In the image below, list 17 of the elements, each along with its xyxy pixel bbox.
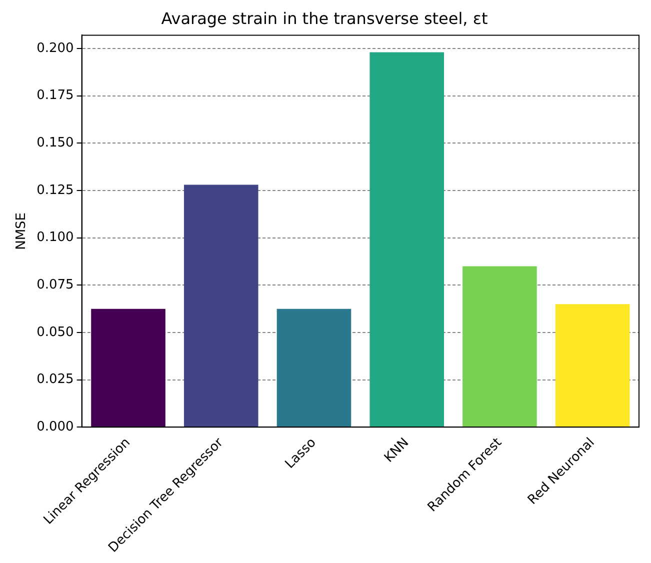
bar xyxy=(91,308,166,427)
y-tick-label: 0.075 xyxy=(36,278,74,293)
y-tick-label: 0.025 xyxy=(36,372,74,388)
y-tick-label: 0.000 xyxy=(36,420,74,435)
y-tick-label: 0.200 xyxy=(36,40,74,56)
bar xyxy=(462,266,537,427)
y-tick-label: 0.175 xyxy=(36,88,74,104)
y-axis-title: NMSE xyxy=(14,212,30,250)
chart-title: Avarage strain in the transverse steel, εt xyxy=(161,8,488,28)
y-tick-label: 0.100 xyxy=(36,230,74,246)
y-tick-label: 0.150 xyxy=(36,136,74,151)
bar xyxy=(370,52,444,427)
y-tick-label: 0.125 xyxy=(36,182,74,198)
bar xyxy=(555,304,630,427)
bar xyxy=(276,308,352,427)
bar xyxy=(184,184,258,427)
y-tick-label: 0.050 xyxy=(36,324,74,340)
